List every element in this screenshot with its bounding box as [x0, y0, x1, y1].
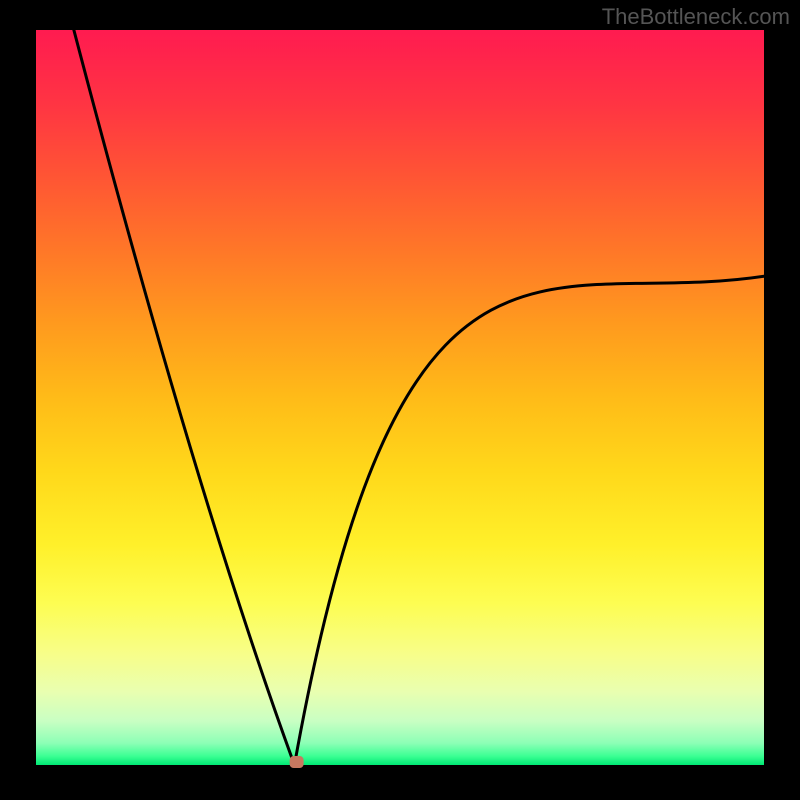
bottleneck-chart — [0, 0, 800, 800]
gradient-plot-area — [36, 30, 764, 765]
watermark-text: TheBottleneck.com — [602, 4, 790, 30]
chart-container: TheBottleneck.com — [0, 0, 800, 800]
optimum-marker — [290, 756, 304, 768]
